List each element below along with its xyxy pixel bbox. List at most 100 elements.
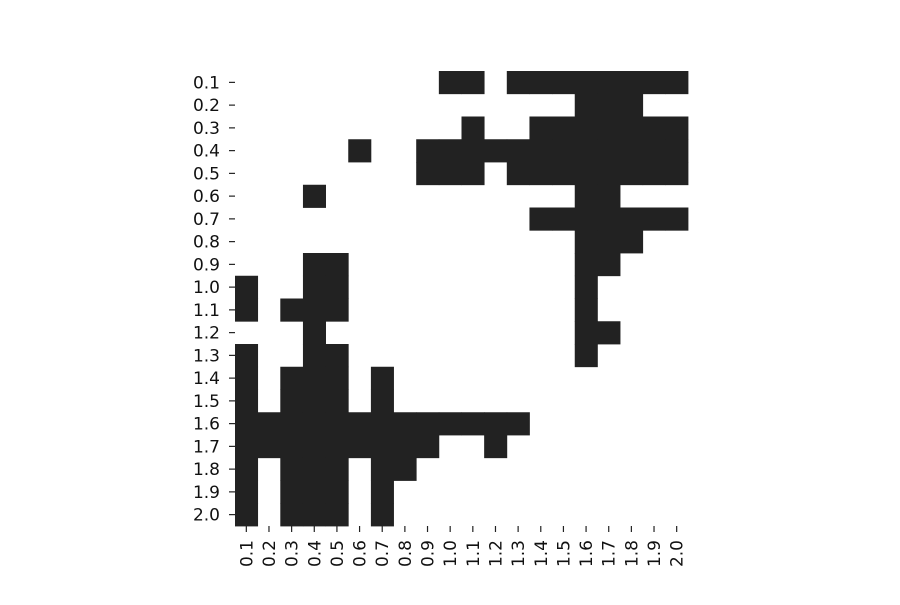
heatmap-cell [325,389,349,413]
heatmap-cell [393,457,417,481]
heatmap-cell [370,435,394,459]
heatmap-cell [461,71,485,95]
heatmap-cell [506,412,530,436]
heatmap-cell [302,435,326,459]
heatmap-cell [235,480,259,504]
heatmap-cell [484,412,508,436]
heatmap-cell [235,435,259,459]
x-tick-label: 1.7 [600,540,620,567]
heatmap-cell [597,184,621,208]
y-tick-label: 0.6 [193,187,220,207]
heatmap-cell [302,253,326,277]
heatmap-cell [280,435,304,459]
heatmap-cell [370,480,394,504]
y-tick-label: 1.6 [193,415,220,435]
x-tick-label: 1.4 [532,540,552,567]
heatmap-cell [665,116,689,140]
x-tick-label: 2.0 [668,540,688,567]
heatmap-cell [484,435,508,459]
x-tick-label: 1.5 [554,540,574,567]
heatmap-cell [325,298,349,322]
y-tick-label: 1.2 [193,324,220,344]
y-axis: 0.1 0.2 0.3 0.40.5 0.6 0.7 0.80.9 1.0 1.1 1.21.3 1… [193,73,235,526]
y-tick-label: 0.3 [193,119,220,139]
heatmap-cell [620,230,644,254]
x-tick-label: 1.0 [441,540,461,567]
heatmap-cell [302,503,326,527]
heatmap-cells [235,71,689,527]
heatmap-cell [280,366,304,390]
heatmap-cell [235,275,259,299]
x-tick-label: 1.1 [464,540,484,567]
heatmap-cell [665,71,689,95]
heatmap-cell [506,139,530,163]
heatmap-cell [302,389,326,413]
heatmap-cell [416,412,440,436]
x-tick-label: 0.9 [419,540,439,567]
heatmap-cell [461,162,485,186]
heatmap-cell [597,71,621,95]
heatmap-cell [302,366,326,390]
heatmap-cell [574,71,598,95]
heatmap-cell [325,344,349,368]
heatmap-cell [280,412,304,436]
x-tick-label: 0.2 [260,540,280,567]
heatmap-cell [574,207,598,231]
heatmap-cell [393,412,417,436]
x-tick-label: 0.3 [283,540,303,567]
y-tick-label: 1.5 [193,392,220,412]
heatmap-cell [642,139,666,163]
heatmap-cell [302,184,326,208]
y-tick-label: 1.7 [193,437,220,457]
y-tick-label: 0.2 [193,96,220,116]
heatmap-cell [529,116,553,140]
heatmap-cell [302,298,326,322]
heatmap-cell [620,207,644,231]
heatmap-cell [325,275,349,299]
y-tick-label: 0.8 [193,233,220,253]
heatmap-cell [235,503,259,527]
x-tick-label: 1.9 [645,540,665,567]
heatmap-cell [348,412,372,436]
y-tick-label: 0.4 [193,142,220,162]
heatmap-cell [597,162,621,186]
heatmap-cell [370,389,394,413]
heatmap-cell [529,207,553,231]
heatmap-cell [665,207,689,231]
heatmap-cell [665,162,689,186]
x-tick-label: 0.7 [373,540,393,567]
x-tick-label: 0.4 [305,540,325,567]
heatmap-cell [574,116,598,140]
heatmap-cell [438,162,462,186]
heatmap-cell [235,366,259,390]
heatmap-cell [370,503,394,527]
heatmap-cell [416,435,440,459]
heatmap-cell [280,298,304,322]
heatmap-cell [370,412,394,436]
heatmap-cell [574,344,598,368]
heatmap-cell [506,71,530,95]
heatmap-cell [325,435,349,459]
heatmap-cell [620,162,644,186]
heatmap-cell [302,480,326,504]
heatmap-cell [620,139,644,163]
heatmap-cell [280,457,304,481]
heatmap-cell [325,366,349,390]
heatmap-cell [574,230,598,254]
heatmap-cell [620,116,644,140]
x-tick-label: 0.5 [328,540,348,567]
heatmap-cell [235,457,259,481]
heatmap-cell [529,162,553,186]
heatmap-cell [552,116,576,140]
heatmap-cell [574,184,598,208]
heatmap-cell [348,139,372,163]
y-tick-label: 0.5 [193,164,220,184]
heatmap-cell [235,344,259,368]
heatmap-cell [302,412,326,436]
heatmap-cell [574,93,598,117]
heatmap-cell [461,139,485,163]
heatmap-cell [597,230,621,254]
heatmap-cell [574,139,598,163]
heatmap-cell [642,162,666,186]
